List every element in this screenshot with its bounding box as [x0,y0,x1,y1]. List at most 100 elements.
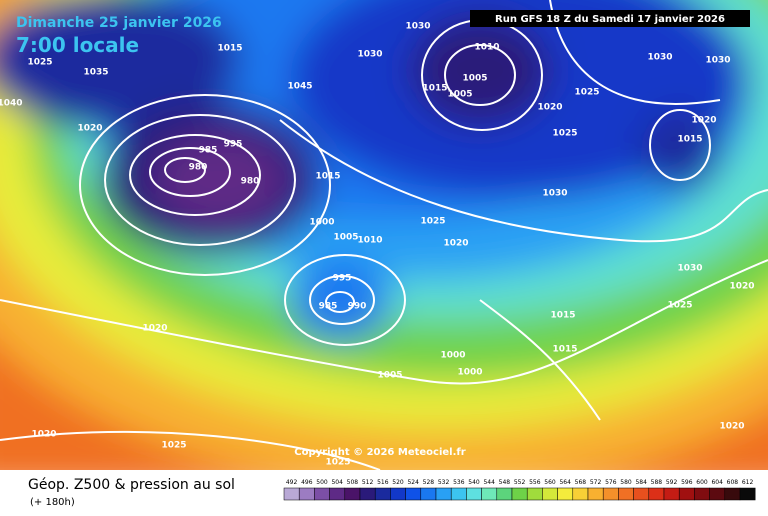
isobar-label: 1000 [440,351,465,361]
isobar-label: 1020 [443,239,468,249]
scale-label: 612 [742,479,754,486]
scale-label: 540 [468,479,480,486]
isobar-label: 1015 [422,84,447,94]
isobar-label: 1045 [287,82,312,92]
scale-label: 568 [575,479,587,486]
isobar-label: 1020 [691,116,716,126]
scale-label: 544 [483,479,495,486]
scale-cell [739,487,756,501]
isobar-label: 1015 [550,311,575,321]
scale-label: 548 [499,479,511,486]
scale-cell [359,487,376,501]
scale-cell [526,487,543,501]
isobar [79,94,331,276]
scale-label: 552 [514,479,526,486]
isobar-label: 1005 [377,371,402,381]
isobar-label: 1015 [552,345,577,355]
isobar-label: 1030 [647,53,672,63]
scale-cell [511,487,528,501]
scale-label: 500 [316,479,328,486]
isobar [279,119,768,243]
isobar-label: 1040 [0,99,23,109]
scale-label: 564 [559,479,571,486]
isobar-label: 1035 [83,68,108,78]
isobar-label: 1000 [457,368,482,378]
scale-label: 572 [590,479,602,486]
scale-label: 556 [529,479,541,486]
scale-label: 504 [331,479,343,486]
isobar-label: 985 [319,302,338,312]
isobar-label: 1005 [333,233,358,243]
isobar [479,299,601,421]
scale-label: 600 [696,479,708,486]
color-scale: 492 496 500 504 508 512 516 520 524 528 532 536 540 5… [283,479,756,501]
isobar-label: 980 [241,177,260,187]
isobar-label: 1005 [447,90,472,100]
scale-label: 512 [362,479,374,486]
field [0,0,768,490]
scale-label: 604 [711,479,723,486]
scale-label: 496 [301,479,313,486]
isobar-label: 1000 [309,218,334,228]
isobar-label: 1030 [677,264,702,274]
isobar-label: 1030 [705,56,730,66]
isobar-label: 1020 [142,324,167,334]
scale-cell [496,487,513,501]
scale-cell [587,487,604,501]
scale-cell [314,487,330,501]
copyright: Copyright © 2026 Meteociel.fr [294,447,465,458]
scale-label: 492 [286,479,298,486]
isobar [104,114,296,246]
isobar-label: 1020 [719,422,744,432]
isobar-label: 985 [199,146,218,156]
isobar-label: 1020 [537,103,562,113]
isobar [284,254,406,346]
isobar-label: 980 [189,163,208,173]
scale-cell [390,487,406,501]
scale-label: 536 [453,479,465,486]
scale-label: 560 [544,479,556,486]
isobar-label: 1025 [27,58,52,68]
scale-cell [694,487,710,501]
scale-cell [557,487,574,501]
isobar-label: 1025 [667,301,692,311]
isobar-label: 1025 [161,441,186,451]
footer-lead: (+ 180h) [30,497,75,508]
isobar-label: 990 [348,302,367,312]
scale-cell [633,487,650,501]
scale-cell [405,487,422,501]
isobar-label: 1030 [357,50,382,60]
isobar-label: 1025 [552,129,577,139]
isobar-label: 1020 [77,124,102,134]
footer-title: Géop. Z500 & pression au sol [28,477,235,493]
isobar-label: 1015 [315,172,340,182]
scale-label: 576 [605,479,617,486]
isobar [149,147,231,197]
isobar-label: 1030 [542,189,567,199]
isobar [325,291,355,313]
scale-label: 508 [347,479,359,486]
isobar [129,134,261,216]
scale-label: 584 [635,479,647,486]
isobar-label: 995 [333,274,352,284]
scale-label: 608 [727,479,739,486]
scale-cell [618,487,634,501]
scale-cell [466,487,482,501]
scale-cell [572,487,589,501]
scale-cell [542,487,558,501]
scale-cell [450,487,467,501]
isobar-label: 1025 [325,458,350,468]
isobar [649,109,711,181]
scale-cell [663,487,680,501]
isobar [444,44,516,106]
scale-cell [420,487,437,501]
scale-label: 588 [651,479,663,486]
scale-label: 524 [407,479,419,486]
isobar-label: 1010 [474,43,499,53]
scale-cell [374,487,391,501]
scale-cell [329,487,346,501]
scale-label: 592 [666,479,678,486]
scale-label: 580 [620,479,632,486]
